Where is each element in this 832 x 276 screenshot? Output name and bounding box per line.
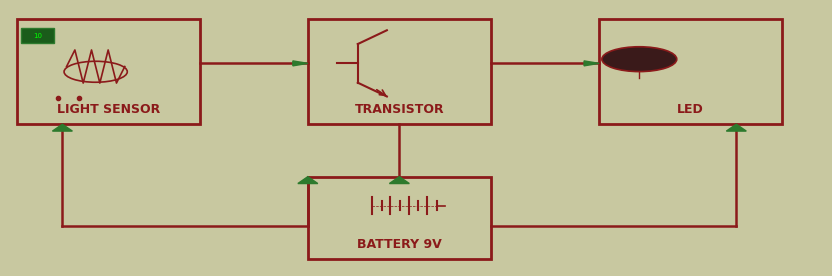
FancyBboxPatch shape [17, 19, 200, 124]
Polygon shape [584, 61, 599, 66]
FancyBboxPatch shape [599, 19, 782, 124]
Polygon shape [52, 124, 72, 131]
FancyBboxPatch shape [308, 19, 491, 124]
Polygon shape [726, 124, 746, 131]
Polygon shape [293, 61, 308, 66]
Text: TRANSISTOR: TRANSISTOR [354, 102, 444, 116]
Polygon shape [298, 177, 318, 184]
Polygon shape [389, 177, 409, 184]
Text: BATTERY 9V: BATTERY 9V [357, 238, 442, 251]
Text: LED: LED [677, 102, 704, 116]
Text: LIGHT SENSOR: LIGHT SENSOR [57, 102, 160, 116]
FancyBboxPatch shape [21, 28, 54, 43]
Text: 10: 10 [33, 33, 42, 39]
FancyBboxPatch shape [308, 177, 491, 259]
Circle shape [602, 47, 676, 71]
